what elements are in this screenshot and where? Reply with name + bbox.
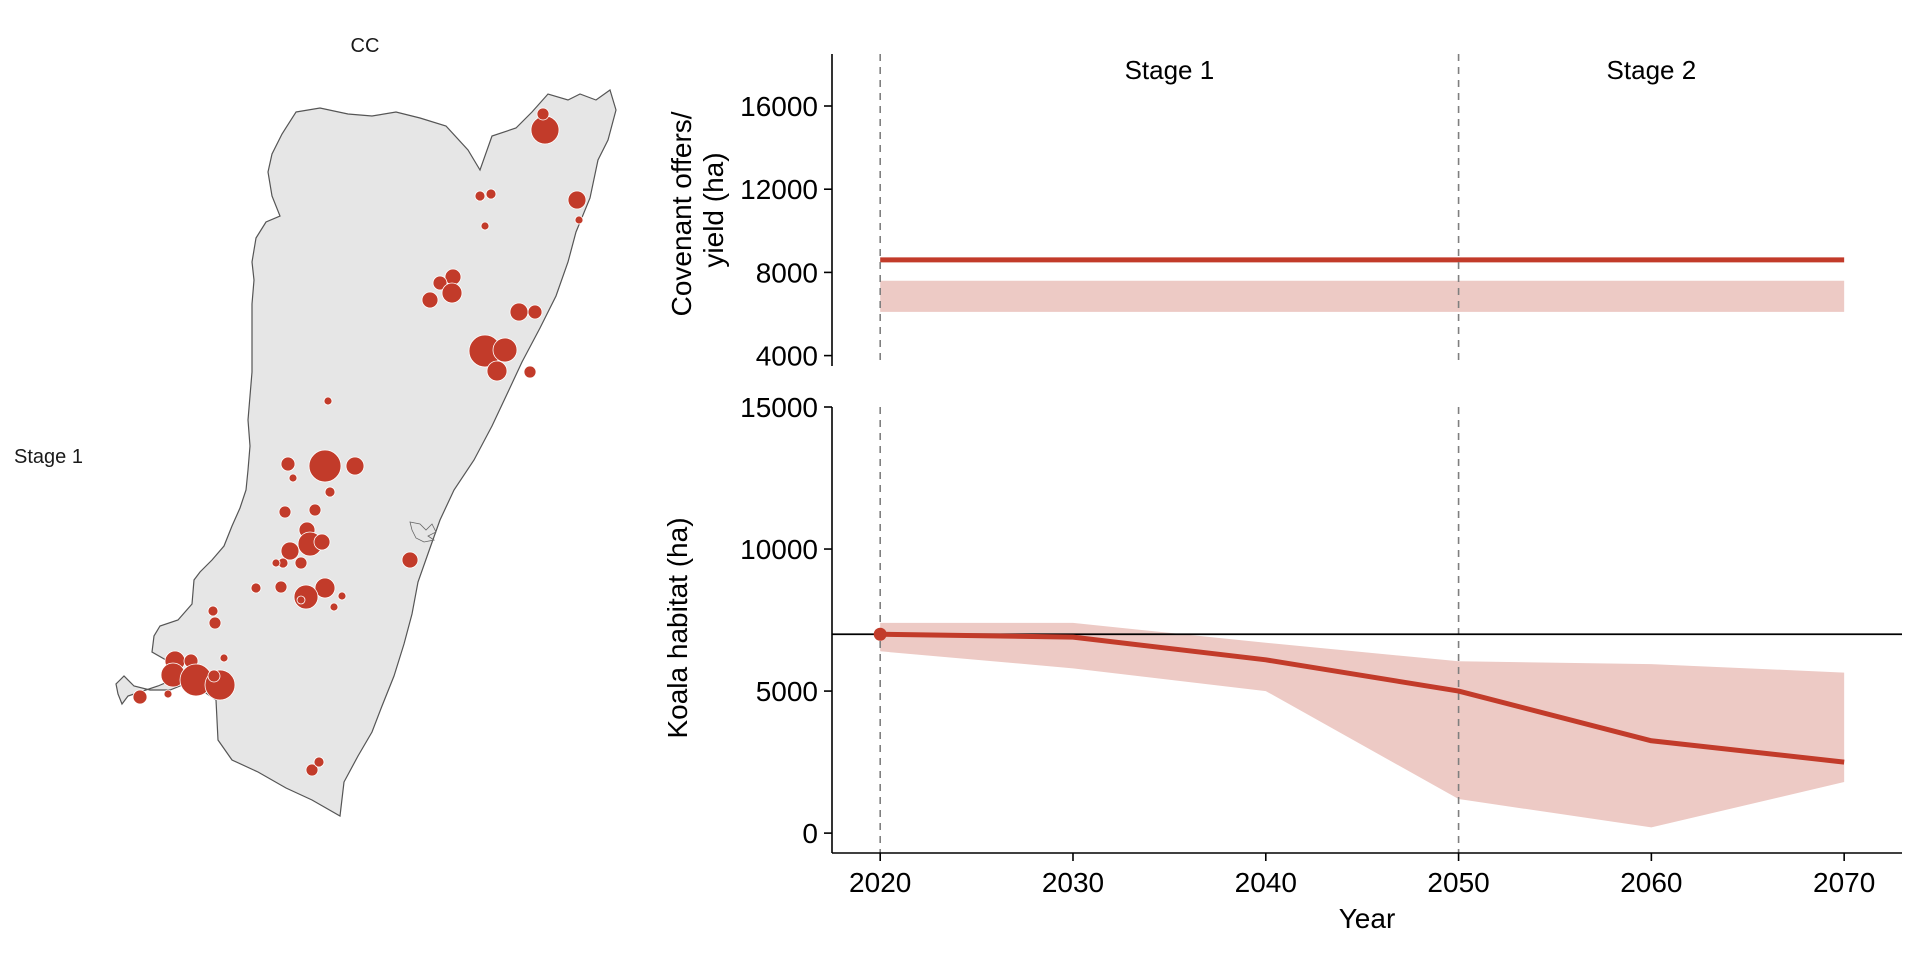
- bottom-uncertainty-band: [880, 622, 1845, 828]
- map-point: [324, 486, 336, 498]
- stage-label: Stage 2: [1607, 55, 1697, 85]
- top-y-ticks: 4000 8000 12000 16000: [740, 91, 832, 372]
- map-point: [432, 275, 448, 291]
- map-point: [308, 503, 322, 517]
- map-point: [530, 115, 560, 145]
- map-point: [314, 577, 336, 599]
- bottom-x-axis-label: Year: [1339, 903, 1396, 934]
- map-point: [280, 456, 296, 472]
- map-point: [474, 190, 486, 202]
- bottom-x-tick-label: 2040: [1235, 867, 1297, 898]
- bottom-y-tick-label: 5000: [756, 676, 818, 707]
- map-point: [441, 282, 463, 304]
- map-point: [305, 763, 319, 777]
- top-stage-lines: [879, 54, 1460, 366]
- map-point: [444, 268, 462, 286]
- region-outline: [115, 89, 617, 817]
- bottom-y-axis-label: Koala habitat (ha): [662, 517, 693, 738]
- top-uncertainty-band: [880, 280, 1845, 312]
- map-point: [288, 473, 298, 483]
- top-chart-panel: Stage 1 Stage 2 4000 8000 12000 16000 Covena…: [666, 54, 1845, 372]
- map-point: [250, 582, 262, 594]
- map-point: [345, 456, 365, 476]
- map-point: [480, 221, 490, 231]
- bottom-chart-panel: 0 5000 10000 15000 2020 2030 2040 2050 2060 2070…: [662, 392, 1902, 934]
- map-point: [208, 616, 222, 630]
- top-y-tick-label: 16000: [740, 91, 818, 122]
- bottom-y-tick-label: 10000: [740, 534, 818, 565]
- bottom-y-tick-label: 0: [802, 818, 818, 849]
- map-point: [492, 337, 518, 363]
- top-y-axis-label: Covenant offers/ yield (ha): [666, 104, 729, 317]
- map-point: [274, 580, 288, 594]
- map-point: [271, 558, 281, 568]
- top-y-tick-label: 8000: [756, 257, 818, 288]
- map-point: [313, 533, 331, 551]
- bottom-y-ticks: 0 5000 10000 15000: [740, 392, 832, 849]
- map-point: [567, 190, 587, 210]
- start-point: [873, 627, 887, 641]
- map-title: CC: [351, 35, 380, 57]
- bottom-line-layer: [873, 627, 1845, 765]
- bottom-x-tick-label: 2050: [1427, 867, 1489, 898]
- map-point: [485, 188, 497, 200]
- map-point: [401, 551, 419, 569]
- bottom-x-tick-label: 2030: [1042, 867, 1104, 898]
- map-point: [296, 595, 306, 605]
- map-point: [132, 689, 148, 705]
- top-y-tick-label: 4000: [756, 341, 818, 372]
- top-band-layer: [880, 280, 1845, 312]
- map-point: [163, 689, 173, 699]
- map-point: [509, 302, 529, 322]
- bottom-y-tick-label: 15000: [740, 392, 818, 423]
- map-point: [329, 602, 339, 612]
- map-points: [132, 107, 587, 777]
- map-point: [207, 669, 221, 683]
- map-point: [486, 360, 508, 382]
- bottom-x-tick-label: 2020: [849, 867, 911, 898]
- map-point: [293, 584, 319, 610]
- map-point: [574, 215, 584, 225]
- map-panel: CC Stage 1: [14, 35, 617, 817]
- top-stage-labels: Stage 1 Stage 2: [1125, 55, 1697, 85]
- bottom-series-line: [880, 631, 1845, 765]
- map-point: [219, 653, 229, 663]
- map-point: [421, 291, 439, 309]
- map-point: [527, 304, 543, 320]
- map-row-label: Stage 1: [14, 446, 83, 468]
- top-y-tick-label: 12000: [740, 174, 818, 205]
- map-point: [323, 396, 333, 406]
- map-point: [536, 107, 550, 121]
- top-y-axis-label-line-1: Covenant offers/: [666, 111, 697, 316]
- map-point: [523, 365, 537, 379]
- bottom-x-tick-label: 2070: [1813, 867, 1875, 898]
- stage-label: Stage 1: [1125, 55, 1215, 85]
- map-point: [207, 605, 219, 617]
- bottom-band-layer: [880, 622, 1845, 828]
- map-point: [294, 556, 308, 570]
- map-point: [337, 591, 347, 601]
- map-point: [280, 541, 300, 561]
- bottom-x-ticks: 2020 2030 2040 2050 2060 2070: [849, 853, 1875, 898]
- map-point: [313, 756, 325, 768]
- inlet-coastline: [409, 521, 437, 543]
- map-point: [308, 449, 342, 483]
- map-point: [278, 505, 292, 519]
- top-y-axis-label-line-2: yield (ha): [698, 152, 729, 267]
- bottom-x-tick-label: 2060: [1620, 867, 1682, 898]
